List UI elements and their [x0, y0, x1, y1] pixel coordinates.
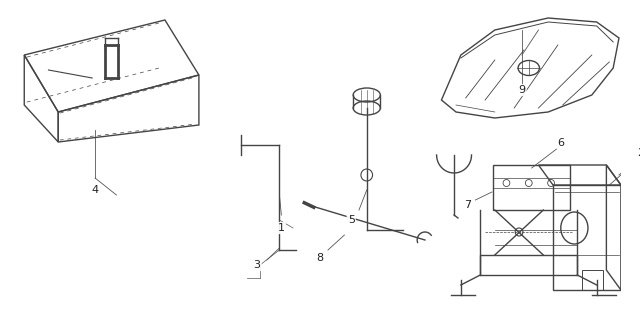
Text: 9: 9 — [518, 85, 525, 95]
Text: 6: 6 — [557, 138, 564, 148]
Text: 1: 1 — [278, 223, 285, 233]
Text: 8: 8 — [317, 253, 324, 263]
Bar — [493, 165, 570, 210]
Text: 3: 3 — [253, 260, 260, 270]
Text: 4: 4 — [92, 185, 99, 195]
Bar — [480, 255, 577, 275]
Text: 2: 2 — [637, 148, 640, 158]
Text: 5: 5 — [348, 215, 355, 225]
Text: 7: 7 — [464, 200, 471, 210]
